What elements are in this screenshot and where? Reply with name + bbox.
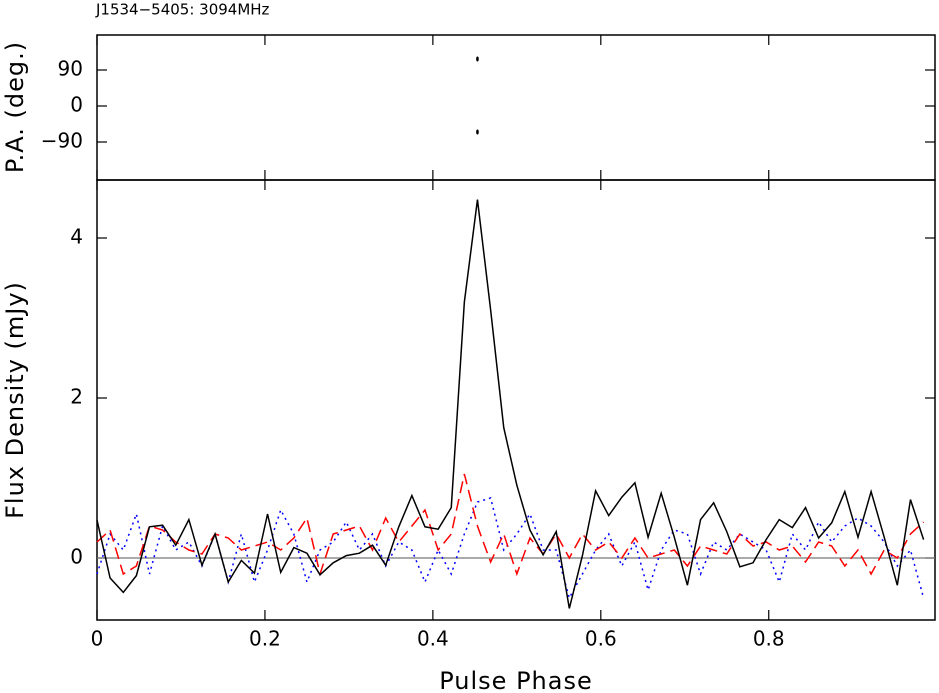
pa-point	[476, 56, 479, 62]
chart-title: J1534−5405: 3094MHz	[95, 1, 270, 19]
profile-line	[96, 199, 925, 609]
y-tick-label: 0	[70, 545, 83, 569]
y-axis-label: Flux Density (mJy)	[1, 281, 29, 519]
x-tick-label: 0.8	[753, 627, 785, 651]
y-tick-label: 0	[70, 93, 83, 117]
x-tick-label: 0	[91, 627, 104, 651]
x-tick-label: 0.6	[585, 627, 617, 651]
x-tick-label: 0.2	[249, 627, 281, 651]
y-tick-label: 2	[70, 385, 83, 409]
plot-frame	[96, 179, 936, 621]
y-axis-label: P.A. (deg.)	[1, 41, 29, 173]
profile-line	[96, 497, 925, 600]
x-axis-label: Pulse Phase	[439, 667, 593, 693]
y-tick-label: −90	[41, 129, 83, 153]
plot-frame	[96, 34, 936, 181]
profile-line	[96, 473, 925, 577]
pa-point	[476, 129, 479, 135]
y-tick-label: 4	[70, 225, 83, 249]
x-tick-label: 0.4	[417, 627, 449, 651]
y-tick-label: 90	[58, 57, 83, 81]
